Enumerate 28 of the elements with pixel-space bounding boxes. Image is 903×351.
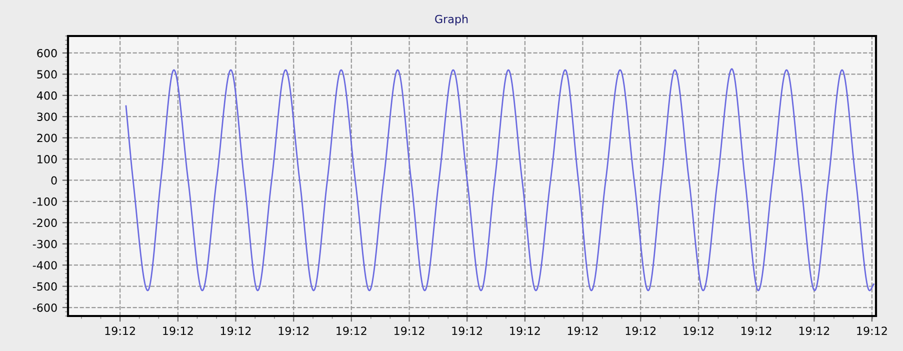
y-tick-label: -400 xyxy=(32,261,57,270)
x-tick-label: 19:12 xyxy=(799,326,830,336)
y-tick-label: -600 xyxy=(32,303,57,312)
x-tick-label: 19:12 xyxy=(568,326,598,336)
y-tick-label: 400 xyxy=(36,91,57,100)
y-tick-label: -500 xyxy=(32,282,57,291)
x-tick-label: 19:12 xyxy=(684,326,714,336)
chart-title: Graph xyxy=(435,14,468,26)
x-tick-label: 19:12 xyxy=(336,326,366,336)
y-tick-label: 600 xyxy=(37,48,57,58)
x-tick-label: 19:12 xyxy=(220,326,251,336)
x-tick-label: 19:12 xyxy=(105,326,135,336)
x-tick-label: 19:12 xyxy=(163,326,193,336)
y-tick-label: 300 xyxy=(37,112,57,121)
y-tick-label: -300 xyxy=(32,240,57,248)
x-tick-label: 19:12 xyxy=(741,326,772,336)
x-tick-label: 19:12 xyxy=(626,326,656,336)
x-tick-label: 19:12 xyxy=(510,326,540,336)
y-tick-label: -200 xyxy=(32,218,57,228)
y-tick-label: 0 xyxy=(51,176,57,185)
y-tick-label: 500 xyxy=(37,70,57,79)
x-tick-label: 19:12 xyxy=(394,326,424,336)
x-tick-label: 19:12 xyxy=(857,326,887,336)
x-tick-label: 19:12 xyxy=(278,326,309,336)
y-tick-label: -100 xyxy=(32,197,57,206)
y-tick-label: 200 xyxy=(37,134,57,142)
y-tick-label: 100 xyxy=(38,155,57,164)
x-tick-label: 19:12 xyxy=(452,326,482,336)
